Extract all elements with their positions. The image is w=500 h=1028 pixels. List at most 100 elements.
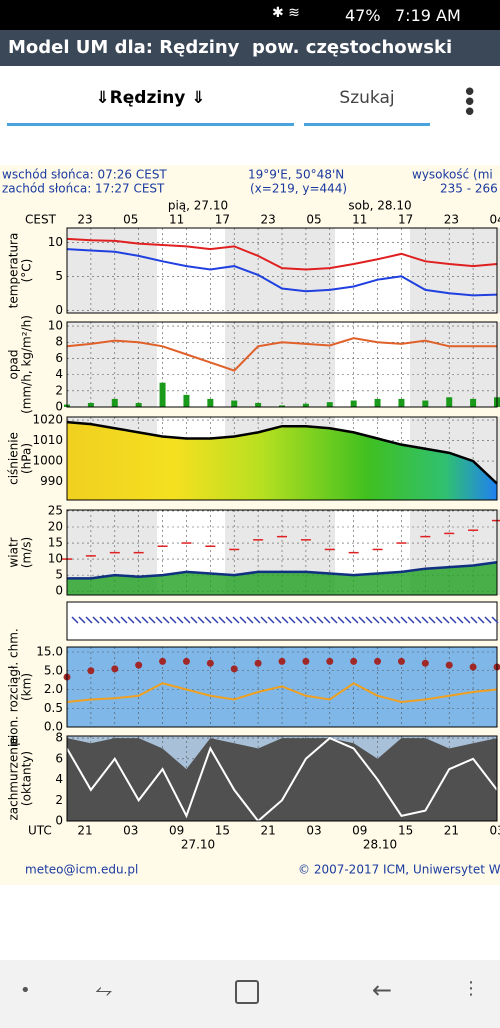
wind-arrow [134, 616, 142, 624]
wind-arrow [330, 616, 338, 624]
hour-label: 03 [490, 824, 500, 838]
clock: 7:19 AM [395, 6, 461, 25]
wind-arrow [176, 616, 184, 624]
panel-frame [66, 735, 498, 822]
bar [111, 398, 118, 407]
night-shade [410, 322, 500, 407]
wind-arrow [141, 616, 149, 624]
nav-home[interactable] [235, 980, 259, 1004]
wind-arrow [204, 616, 212, 624]
wind-arrow [400, 616, 408, 624]
bar [279, 405, 285, 407]
dot [87, 667, 95, 675]
nav-dot[interactable]: • [20, 980, 31, 1001]
wind-arrow [295, 616, 303, 624]
wind-arrow [463, 616, 471, 624]
area [67, 562, 497, 595]
wind-arrow [379, 616, 387, 624]
wind-arrow [470, 616, 478, 624]
nav-menu[interactable]: ⋮ [462, 978, 480, 999]
bar [302, 403, 309, 407]
bar [374, 398, 381, 407]
y-tick-label: 10 [48, 235, 63, 249]
panel-frame [66, 416, 498, 501]
dot [230, 665, 238, 673]
panel-frame [66, 321, 498, 408]
wind-arrow [239, 616, 247, 624]
hour-label: 11 [169, 213, 184, 227]
bar [183, 394, 190, 407]
bar [255, 402, 262, 407]
wind-arrow [365, 616, 373, 624]
grid-point: (x=219, y=444) [250, 182, 347, 196]
y-tick-label: 4 [55, 772, 63, 786]
tab[interactable]: Szukaj [339, 88, 395, 108]
wind-arrow [155, 616, 163, 624]
status-icons: ✱ ≋ [272, 5, 300, 21]
bar [87, 402, 94, 407]
wind-arrow [127, 616, 135, 624]
nav-recent[interactable]: ⥊ [95, 978, 113, 1003]
wind-arrow [302, 616, 310, 624]
hour-label: 23 [77, 213, 92, 227]
y-tick-label: 0.0 [44, 720, 63, 734]
dot [302, 657, 310, 665]
axis-label: CEST [25, 213, 57, 227]
y-tick-label: 0 [55, 400, 63, 414]
night-shade [225, 322, 335, 407]
hour-label: 05 [306, 213, 321, 227]
wind-arrow [449, 616, 457, 624]
y-tick-label: 5.0 [44, 663, 63, 677]
wind-arrow [337, 616, 345, 624]
hour-label: 15 [215, 824, 230, 838]
sunset: zachód słońca: 17:27 CEST [2, 182, 165, 196]
bar [446, 397, 453, 407]
dot [254, 659, 262, 667]
y-axis-label: zachmurzenie [7, 736, 21, 820]
y-tick-label: 1000 [32, 454, 63, 468]
panel-frame [66, 227, 498, 314]
wind-arrow [358, 616, 366, 624]
wind-arrow [183, 616, 191, 624]
y-axis-label: (km) [20, 673, 34, 701]
hour-label: 15 [398, 824, 413, 838]
y-tick-label: 0 [55, 814, 63, 828]
wind-arrow [253, 616, 261, 624]
y-tick-label: 6 [55, 751, 63, 765]
dot [111, 665, 119, 673]
wind-arrow [148, 616, 156, 624]
y-axis-label: (m/s) [20, 537, 34, 568]
bar [231, 400, 238, 407]
y-tick-label: 4 [55, 367, 63, 381]
hour-label: 23 [261, 213, 276, 227]
hour-label: 11 [352, 213, 367, 227]
date-label: 27.10 [181, 838, 215, 852]
wind-arrow [190, 616, 198, 624]
y-tick-label: 0.5 [44, 701, 63, 715]
tab[interactable]: ⇓Rędziny ⇓ [95, 88, 206, 108]
hour-label: 23 [444, 213, 459, 227]
y-tick-label: 8 [55, 731, 63, 745]
y-tick-label: 10 [48, 552, 63, 566]
wind-arrow [484, 616, 492, 624]
battery: 47% [345, 6, 381, 25]
y-axis-label: (oktanty) [20, 751, 34, 806]
wind-arrow [281, 616, 289, 624]
y-tick-label: 10 [48, 319, 63, 333]
wind-arrow [407, 616, 415, 624]
y-tick-label: 2.0 [44, 682, 63, 696]
y-tick-label: 15.0 [36, 645, 63, 659]
wind-arrow [435, 616, 443, 624]
dot [445, 661, 453, 669]
y-tick-label: 8 [55, 335, 63, 349]
elevation: 235 - 266 [440, 182, 498, 196]
wind-arrow [428, 616, 436, 624]
y-tick-label: 5 [55, 269, 63, 283]
nav-back[interactable]: ← [372, 976, 393, 1004]
area [67, 738, 497, 821]
wind-arrow [120, 616, 128, 624]
bar [470, 398, 477, 407]
coords: 19°9'E, 50°48'N [248, 168, 344, 182]
wind-arrow [491, 616, 499, 624]
